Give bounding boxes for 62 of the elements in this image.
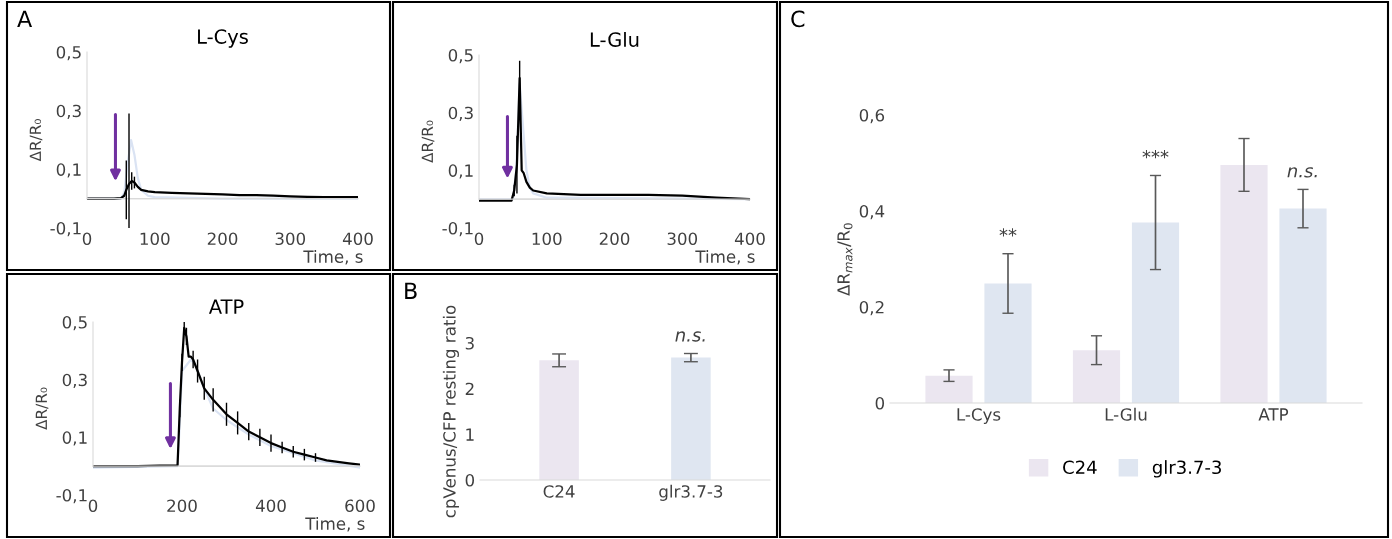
- text: A: [17, 10, 33, 27]
- y-axis-title: ΔR/R₀: [35, 387, 49, 430]
- y-tick-label: 0,5: [56, 45, 81, 61]
- y-axis-title: cpVenus/CFP resting ratio: [442, 305, 459, 518]
- bar: [1279, 208, 1327, 403]
- annotation: n.s.: [675, 331, 705, 342]
- y-tick-label: 0,4: [859, 204, 885, 220]
- legend-label: C24: [1063, 460, 1097, 475]
- chart-title: L-Cys: [198, 29, 248, 48]
- x-tick-label: 100: [532, 232, 562, 246]
- x-tick-label: 100: [140, 232, 170, 246]
- y-axis-title: ΔR/R₀: [421, 120, 435, 163]
- y-tick-label: 0,1: [62, 431, 87, 446]
- y-tick-label: 0,5: [62, 315, 87, 331]
- x-tick-label: 0: [88, 499, 98, 513]
- y-tick-label: 3: [465, 336, 474, 350]
- y-tick-label: 1: [466, 428, 474, 441]
- x-tick-label: ATP: [1258, 408, 1289, 421]
- y-tick-label: 0,6: [859, 108, 885, 124]
- annotation: ***: [1142, 149, 1169, 159]
- bar: [984, 283, 1032, 403]
- x-tick-label: 0: [474, 232, 484, 246]
- x-axis-title: Time, s: [303, 250, 363, 265]
- x-tick-label: 200: [207, 232, 238, 246]
- bar: [1131, 222, 1180, 403]
- y-tick-label: 0,3: [448, 106, 473, 121]
- y-tick-label: 0: [875, 396, 885, 410]
- x-tick-label: 400: [255, 499, 286, 513]
- bar: [1220, 164, 1268, 403]
- annotation: n.s.: [1287, 167, 1317, 178]
- y-tick-label: 0,3: [62, 373, 87, 388]
- y-tick-label: 0,1: [56, 163, 81, 178]
- x-tick-label: L-Cys: [957, 408, 1001, 424]
- x-tick-label: 600: [345, 499, 375, 513]
- chart-title: L-Glu: [590, 31, 639, 47]
- x-tick-label: 200: [599, 232, 630, 246]
- y-tick-label: 0: [465, 473, 475, 487]
- x-tick-label: 400: [734, 232, 765, 246]
- x-tick-label: 200: [167, 499, 197, 513]
- x-tick-label: 300: [275, 232, 306, 246]
- y-tick-label: -0,1: [50, 221, 81, 237]
- legend-label: glr3.7-3: [1152, 460, 1221, 478]
- y-tick-label: 0,2: [859, 300, 884, 316]
- y-tick-label: 0,1: [448, 164, 473, 179]
- bar: [925, 375, 973, 403]
- y-tick-label: 0,3: [56, 104, 81, 119]
- y-tick-label: -0,1: [442, 221, 473, 237]
- text: C: [791, 10, 805, 28]
- y-tick-label: -0,1: [56, 488, 87, 504]
- x-tick-label: 400: [342, 232, 373, 246]
- text: B: [405, 282, 417, 299]
- annotation: **: [999, 228, 1017, 237]
- bar: [1072, 350, 1121, 403]
- chart-title: ATP: [208, 299, 244, 314]
- y-axis-title: ΔR/R₀: [29, 119, 43, 162]
- y-tick-label: 0,5: [448, 48, 473, 64]
- y-tick-label: 2: [465, 382, 474, 395]
- x-tick-label: L-Glu: [1105, 407, 1147, 421]
- x-axis-title: Time, s: [305, 517, 365, 532]
- x-axis-title: Time, s: [695, 250, 755, 265]
- x-tick-label: 300: [667, 232, 698, 246]
- y-axis-title: ΔR$_{max}$/R$_{0}$: [837, 223, 853, 296]
